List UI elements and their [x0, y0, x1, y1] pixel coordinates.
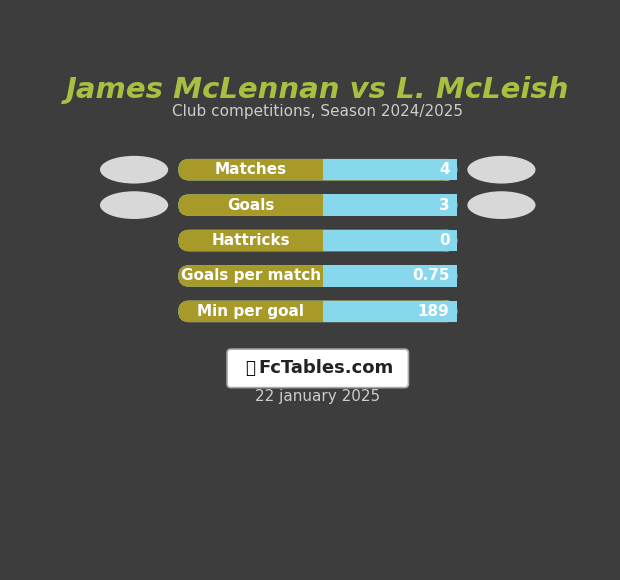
Text: 189: 189	[418, 304, 450, 319]
Text: 0: 0	[439, 233, 450, 248]
FancyBboxPatch shape	[435, 300, 458, 322]
Text: FcTables.com: FcTables.com	[258, 360, 393, 378]
Text: Min per goal: Min per goal	[197, 304, 304, 319]
Text: Hattricks: Hattricks	[211, 233, 290, 248]
Text: Goals per match: Goals per match	[180, 269, 321, 284]
Ellipse shape	[467, 156, 536, 183]
FancyBboxPatch shape	[179, 265, 458, 287]
FancyBboxPatch shape	[179, 300, 458, 322]
FancyBboxPatch shape	[179, 230, 458, 251]
Ellipse shape	[467, 191, 536, 219]
Text: Matches: Matches	[215, 162, 287, 177]
Bar	[324, 230, 458, 251]
FancyBboxPatch shape	[435, 194, 458, 216]
Bar	[324, 300, 458, 322]
FancyBboxPatch shape	[179, 265, 458, 287]
FancyBboxPatch shape	[227, 349, 409, 387]
Text: 22 january 2025: 22 january 2025	[255, 389, 380, 404]
FancyBboxPatch shape	[179, 230, 458, 251]
Text: 📊: 📊	[246, 360, 255, 378]
Text: 4: 4	[439, 162, 450, 177]
FancyBboxPatch shape	[179, 300, 458, 322]
Bar	[324, 194, 458, 216]
Text: James McLennan vs L. McLeish: James McLennan vs L. McLeish	[66, 75, 570, 104]
Text: 3: 3	[439, 198, 450, 213]
Text: Club competitions, Season 2024/2025: Club competitions, Season 2024/2025	[172, 104, 463, 119]
Ellipse shape	[100, 191, 168, 219]
Bar	[324, 159, 458, 180]
FancyBboxPatch shape	[179, 194, 458, 216]
Text: Goals: Goals	[227, 198, 275, 213]
FancyBboxPatch shape	[435, 265, 458, 287]
FancyBboxPatch shape	[179, 159, 458, 180]
Text: 0.75: 0.75	[412, 269, 450, 284]
Bar	[324, 265, 458, 287]
FancyBboxPatch shape	[179, 194, 458, 216]
FancyBboxPatch shape	[435, 159, 458, 180]
FancyBboxPatch shape	[179, 159, 458, 180]
FancyBboxPatch shape	[435, 230, 458, 251]
Ellipse shape	[100, 156, 168, 183]
